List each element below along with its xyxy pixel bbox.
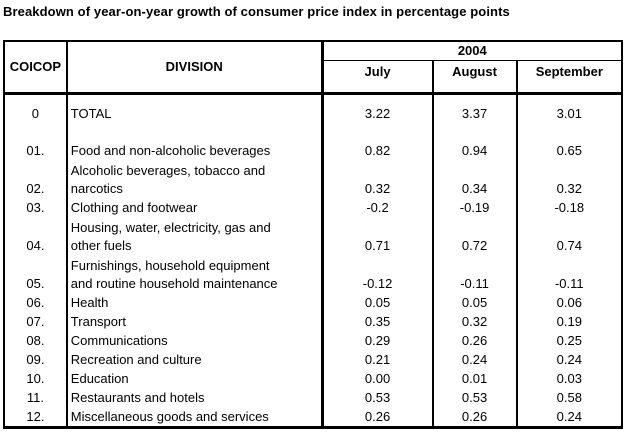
division-cell: Miscellaneous goods and services (66, 407, 324, 428)
value-august: -0.19 (432, 198, 518, 217)
value-september: 0.03 (556, 371, 582, 386)
value-august: 0.26 (432, 331, 518, 350)
table-row: 11. Restaurants and hotels 0.53 0.53 0.5… (4, 388, 622, 407)
value-july: 0.26 (322, 407, 434, 428)
value-september: 3.01 (556, 105, 582, 121)
coicop-cell: 12. (4, 407, 68, 428)
division-cell: Transport (66, 312, 324, 331)
table-row: 07. Transport 0.35 0.32 0.19 (4, 312, 622, 331)
coicop-cell: 06. (4, 293, 68, 312)
header-year: 2004 (322, 41, 622, 61)
value-august: -0.11 (432, 255, 518, 293)
division-cell: Alcoholic beverages, tobacco and narcoti… (66, 160, 324, 198)
page-title: Breakdown of year-on-year growth of cons… (3, 4, 510, 19)
table-row: 09. Recreation and culture 0.21 0.24 0.2… (4, 350, 622, 369)
table-row-total: 0 TOTAL 3.22 3.37 3.01 (4, 93, 622, 132)
table-header: COICOP DIVISION 2004 July August Septemb… (4, 41, 622, 95)
coicop-cell: 07. (4, 312, 68, 331)
coicop-cell: 03. (4, 198, 68, 217)
value-august: 0.34 (432, 160, 518, 198)
coicop-cell: 11. (4, 388, 68, 407)
header-month-september: September (516, 60, 622, 95)
value-july: 0.82 (322, 132, 434, 160)
table-row: 08. Communications 0.29 0.26 0.25 (4, 331, 622, 350)
value-august: 0.72 (432, 217, 518, 255)
table-row: 06. Health 0.05 0.05 0.06 (4, 293, 622, 312)
division-cell: Food and non-alcoholic beverages (66, 132, 324, 160)
value-july: 0.05 (322, 293, 434, 312)
value-september: -0.18 (554, 200, 585, 215)
coicop-cell: 05. (4, 255, 68, 293)
value-september: 0.32 (556, 181, 582, 196)
division-cell: Health (66, 293, 324, 312)
header-month-august: August (432, 60, 518, 95)
table-row: 05. Furnishings, household equipment and… (4, 255, 622, 293)
division-cell: Communications (66, 331, 324, 350)
table-row: 12. Miscellaneous goods and services 0.2… (4, 407, 622, 428)
value-july: 0.71 (322, 217, 434, 255)
value-september: 0.58 (556, 390, 582, 405)
table-row: 03. Clothing and footwear -0.2 -0.19 -0.… (4, 198, 622, 217)
division-cell: Clothing and footwear (66, 198, 324, 217)
value-august: 3.37 (432, 93, 518, 132)
value-july: 0.29 (322, 331, 434, 350)
value-september: 0.74 (556, 238, 582, 253)
coicop-cell: 02. (4, 160, 68, 198)
value-july: 0.53 (322, 388, 434, 407)
coicop-cell: 08. (4, 331, 68, 350)
value-july: 0.00 (322, 369, 434, 388)
value-august: 0.24 (432, 350, 518, 369)
table-row: 02. Alcoholic beverages, tobacco and nar… (4, 160, 622, 198)
table-row: 04. Housing, water, electricity, gas and… (4, 217, 622, 255)
value-july: 0.21 (322, 350, 434, 369)
value-september: 0.24 (556, 409, 582, 424)
value-july: 3.22 (322, 93, 434, 132)
value-september: 0.25 (556, 333, 582, 348)
value-august: 0.26 (432, 407, 518, 428)
value-august: 0.32 (432, 312, 518, 331)
value-september: -0.11 (554, 276, 584, 291)
division-cell: Furnishings, household equipment and rou… (66, 255, 324, 293)
value-september: 0.65 (556, 143, 582, 158)
division-cell: Restaurants and hotels (66, 388, 324, 407)
value-september: 0.19 (556, 314, 582, 329)
division-cell: Housing, water, electricity, gas and oth… (66, 217, 324, 255)
division-cell: Education (66, 369, 324, 388)
coicop-cell: 04. (4, 217, 68, 255)
division-cell: TOTAL (66, 93, 324, 132)
value-august: 0.94 (432, 132, 518, 160)
division-cell: Recreation and culture (66, 350, 324, 369)
coicop-cell: 10. (4, 369, 68, 388)
value-july: -0.2 (322, 198, 434, 217)
coicop-cell: 09. (4, 350, 68, 369)
header-coicop: COICOP (4, 41, 68, 95)
value-july: 0.35 (322, 312, 434, 331)
coicop-cell: 0 (4, 93, 68, 132)
value-july: -0.12 (322, 255, 434, 293)
cpi-breakdown-table: COICOP DIVISION 2004 July August Septemb… (3, 40, 623, 429)
value-september: 0.06 (556, 295, 582, 310)
coicop-cell: 01. (4, 132, 68, 160)
value-august: 0.05 (432, 293, 518, 312)
header-month-july: July (322, 60, 434, 95)
value-july: 0.32 (322, 160, 434, 198)
table-row: 01. Food and non-alcoholic beverages 0.8… (4, 132, 622, 160)
header-division: DIVISION (66, 41, 324, 95)
value-august: 0.53 (432, 388, 518, 407)
table-row: 10. Education 0.00 0.01 0.03 (4, 369, 622, 388)
value-august: 0.01 (432, 369, 518, 388)
value-september: 0.24 (556, 352, 582, 367)
